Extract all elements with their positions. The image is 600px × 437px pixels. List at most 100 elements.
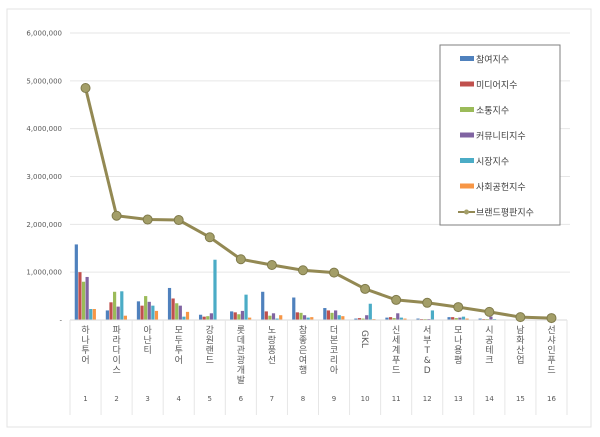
bar-참여지수 (105, 310, 109, 320)
x-rank-label: 4 (176, 395, 181, 403)
bar-커뮤니티지수 (240, 310, 245, 320)
bar-참여지수 (167, 287, 172, 320)
bar-소통지수 (268, 315, 272, 320)
x-rank-label: 5 (208, 395, 212, 403)
bar-소통지수 (237, 314, 241, 320)
line-point (484, 306, 495, 317)
bar-미디어지수 (264, 311, 268, 320)
bar-소통지수 (112, 291, 117, 320)
bar-사회공헌지수 (92, 308, 96, 320)
bar-커뮤니티지수 (458, 317, 462, 320)
line-point (515, 312, 526, 323)
bar-미디어지수 (233, 312, 237, 320)
x-rank-label: 13 (454, 395, 463, 403)
line-point (80, 83, 91, 94)
line-point (391, 294, 402, 305)
legend-swatch (460, 132, 474, 138)
bar-소통지수 (175, 303, 179, 320)
bar-참여지수 (478, 318, 482, 320)
line-point (235, 254, 246, 265)
x-rank-label: 12 (423, 395, 432, 403)
bar-시장지수 (89, 308, 93, 320)
bar-사회공헌지수 (185, 311, 190, 320)
bar-소통지수 (206, 316, 210, 320)
bar-참여지수 (261, 291, 265, 320)
bar-소통지수 (454, 318, 458, 320)
bar-시장지수 (182, 316, 186, 320)
line-point (204, 232, 215, 243)
legend-marker (464, 209, 469, 215)
line-브랜드평판지수 (84, 87, 552, 320)
bar-커뮤니티지수 (396, 313, 400, 320)
bar-소통지수 (144, 296, 148, 320)
bar-참여지수 (354, 318, 358, 320)
bar-소통지수 (392, 318, 396, 320)
line-point (266, 259, 277, 270)
bar-참여지수 (447, 317, 451, 320)
bar-미디어지수 (295, 312, 299, 320)
line-point (453, 302, 464, 313)
bar-사회공헌지수 (310, 317, 314, 320)
line-point (329, 267, 340, 278)
bar-미디어지수 (202, 316, 206, 320)
bar-커뮤니티지수 (271, 313, 276, 320)
bar-시장지수 (213, 259, 217, 320)
bar-커뮤니티지수 (302, 315, 307, 320)
bar-시장지수 (306, 317, 310, 320)
bar-미디어지수 (326, 310, 331, 320)
bar-소통지수 (81, 281, 86, 320)
x-rank-label: 8 (301, 395, 305, 403)
bar-참여지수 (323, 308, 327, 320)
legend-label: 시장지수 (476, 157, 509, 168)
legend-swatch (460, 158, 474, 163)
bar-소통지수 (361, 318, 365, 320)
bar-시장지수 (461, 316, 466, 320)
y-tick-label: 2,000,000 (26, 221, 62, 229)
x-rank-label: 15 (516, 395, 525, 403)
line-point (360, 283, 371, 294)
bar-사회공헌지수 (465, 318, 469, 320)
bar-참여지수 (230, 311, 234, 320)
y-tick-label: 5,000,000 (26, 77, 62, 85)
y-tick-label: 1,000,000 (26, 269, 62, 277)
bar-시장지수 (430, 310, 435, 320)
bar-시장지수 (337, 315, 341, 320)
bar-시장지수 (399, 317, 403, 320)
legend-swatch (460, 56, 474, 61)
bar-커뮤니티지수 (116, 306, 120, 320)
x-rank-label: 2 (114, 395, 118, 403)
x-rank-label: 14 (485, 395, 494, 403)
bar-시장지수 (120, 291, 124, 320)
bar-커뮤니티지수 (365, 315, 369, 320)
bar-미디어지수 (357, 318, 362, 320)
bar-미디어지수 (78, 272, 82, 320)
bar-미디어지수 (451, 317, 455, 320)
legend-label: 미디어지수 (476, 80, 517, 91)
bar-미디어지수 (109, 302, 113, 320)
x-rank-label: 1 (83, 395, 87, 403)
bar-커뮤니티지수 (334, 310, 338, 320)
x-rank-label: 11 (392, 395, 401, 403)
x-rank-label: 9 (332, 395, 336, 403)
legend-swatch (460, 107, 474, 112)
bar-커뮤니티지수 (489, 316, 493, 320)
bar-커뮤니티지수 (178, 305, 182, 320)
bar-시장지수 (244, 294, 248, 320)
bar-사회공헌지수 (248, 317, 252, 320)
bar-참여지수 (74, 244, 78, 320)
legend-swatch (460, 183, 474, 189)
line-point (142, 214, 153, 225)
legend-label: 참여지수 (476, 54, 509, 66)
bar-사회공헌지수 (403, 318, 407, 320)
line-point (546, 313, 557, 324)
